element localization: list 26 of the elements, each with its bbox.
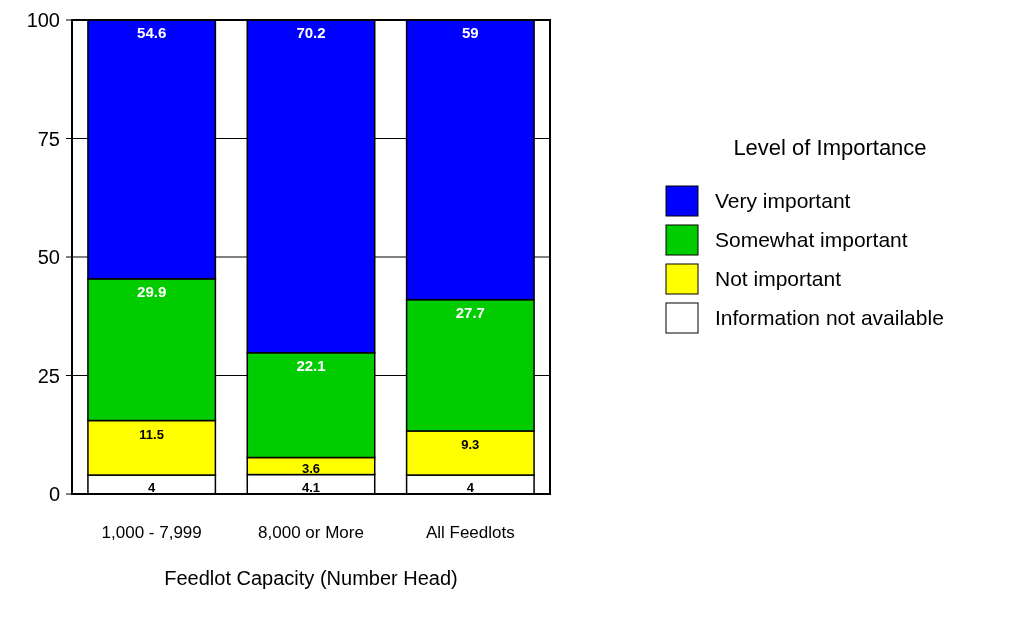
data-label: 70.2 <box>296 24 326 41</box>
data-label: 27.7 <box>455 303 485 321</box>
legend-label: Very important <box>715 189 851 213</box>
x-axis-title: Feedlot Capacity (Number Head) <box>164 567 458 589</box>
legend-label: Somewhat important <box>715 228 908 252</box>
data-label: 59 <box>461 24 479 41</box>
y-tick-label: 100 <box>26 9 60 31</box>
y-tick-label: 0 <box>48 483 60 505</box>
data-label: 4.1 <box>301 480 321 495</box>
data-label: 54.6 <box>137 24 167 41</box>
legend-label: Not important <box>715 267 842 291</box>
y-tick-label: 75 <box>37 127 60 150</box>
data-label: 11.5 <box>139 426 164 442</box>
legend-label: Information not available <box>715 306 944 330</box>
data-label: 22.1 <box>296 356 326 374</box>
data-label: 4 <box>148 480 157 495</box>
legend-title: Level of Importance <box>733 135 927 160</box>
x-tick-label: 1,000 - 7,999 <box>101 523 202 542</box>
data-label: 3.6 <box>301 460 321 476</box>
x-tick-label: All Feedlots <box>425 523 515 542</box>
data-label: 29.9 <box>137 282 167 300</box>
y-tick-label: 50 <box>37 246 60 268</box>
x-tick-label: 8,000 or More <box>258 523 364 542</box>
y-tick-label: 25 <box>37 364 60 387</box>
data-label: 9.3 <box>461 436 480 452</box>
data-label: 4 <box>466 480 475 495</box>
